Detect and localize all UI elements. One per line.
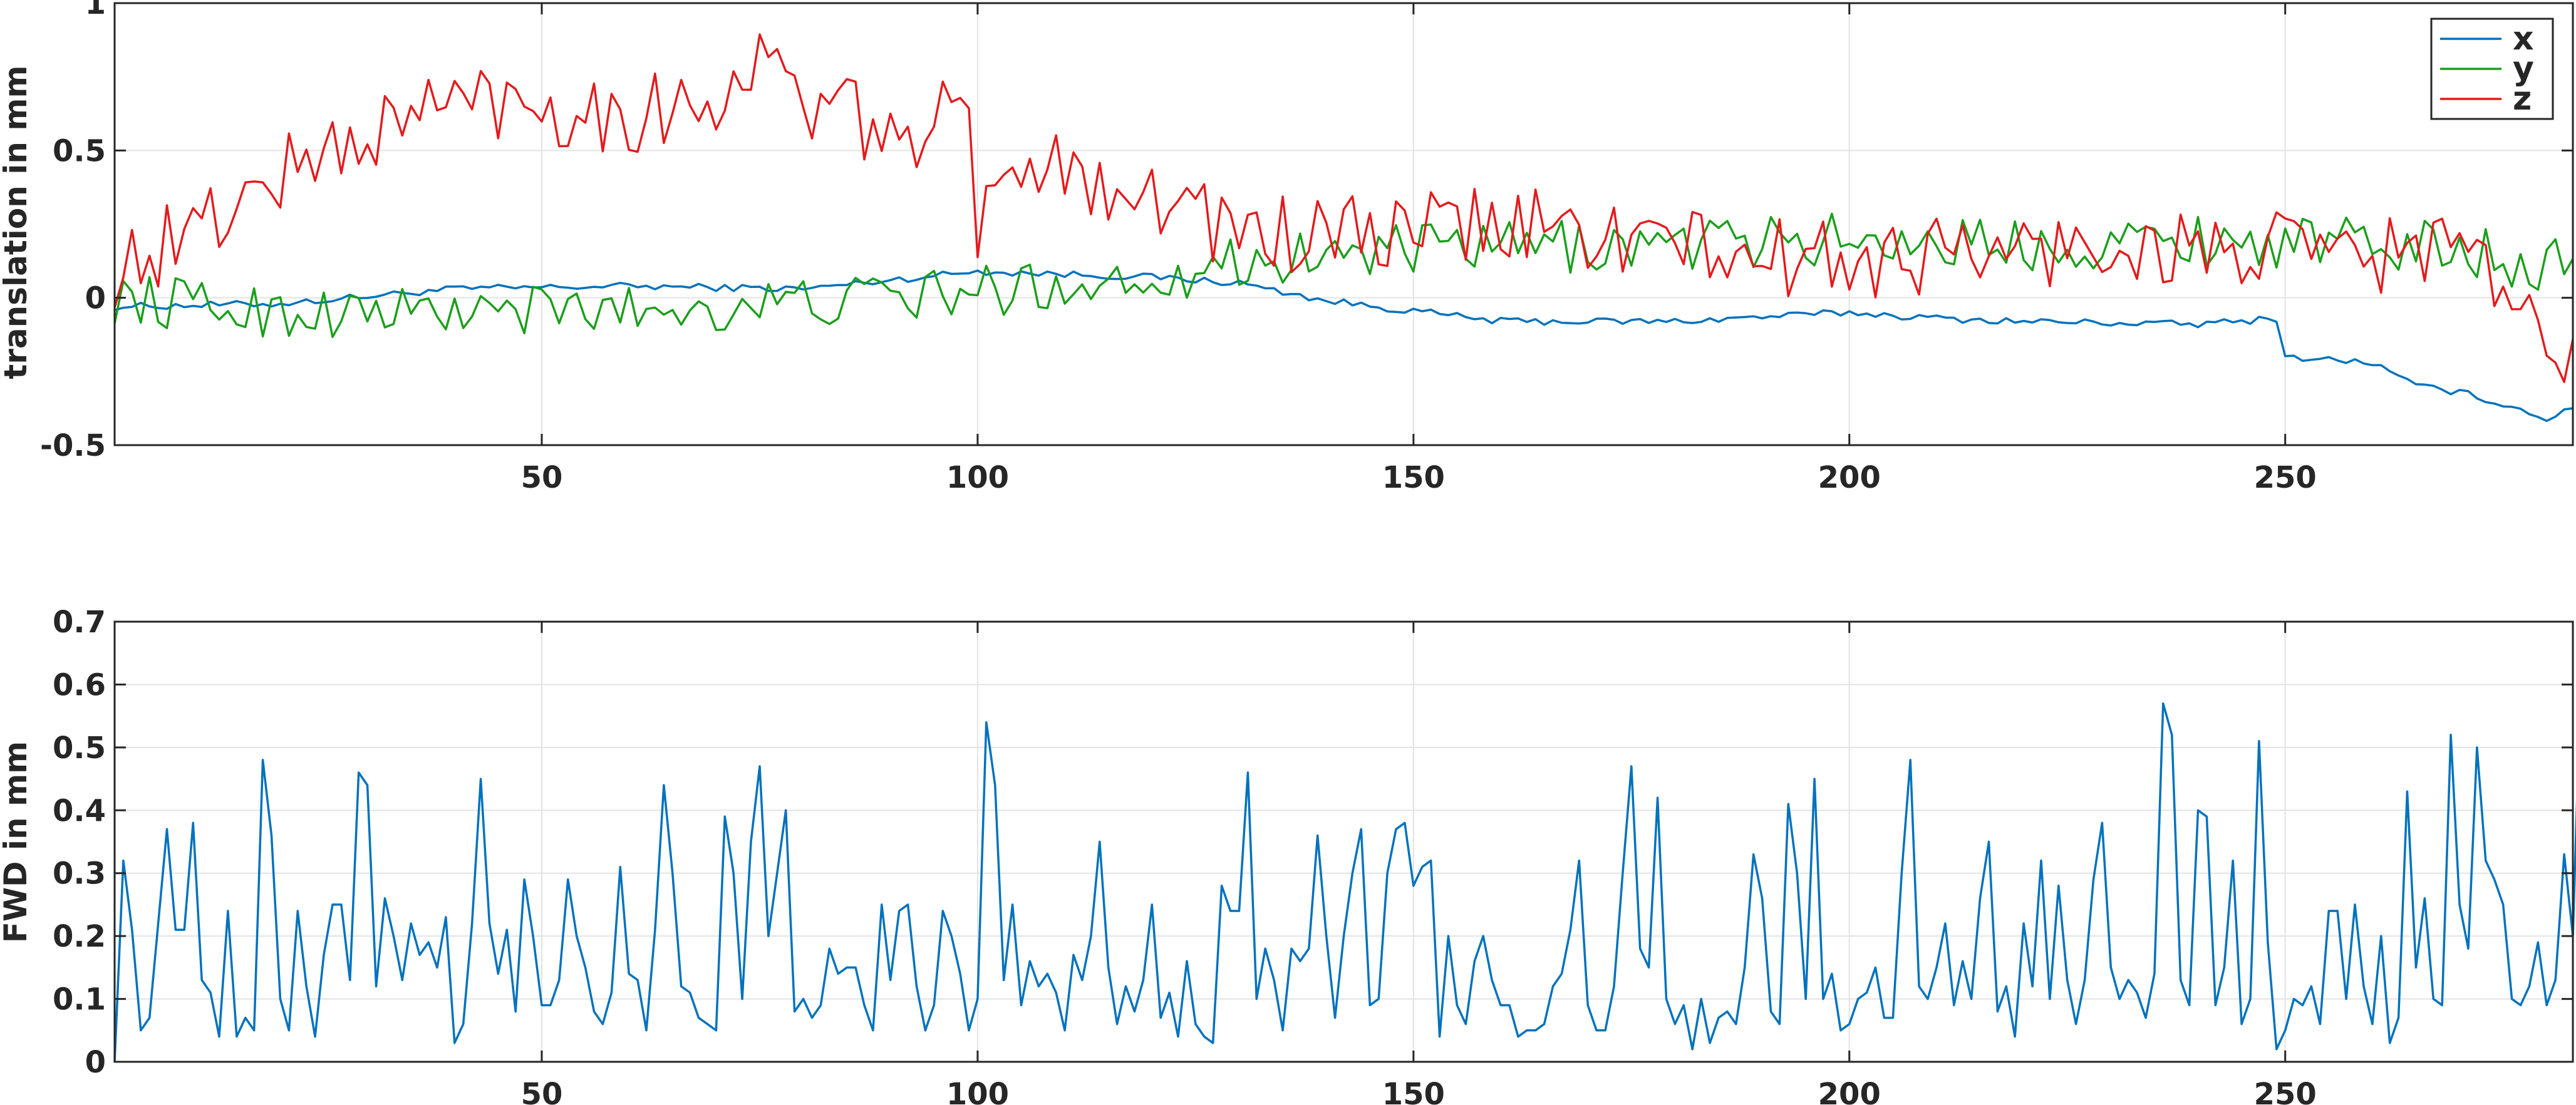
translation-panel: translation in mm 50 100 150 200 250 -0.5 0 0.5… <box>0 0 2574 495</box>
fwd-series-fwd-line <box>113 702 2576 1062</box>
translation-x-tick-label: 50 <box>521 460 563 495</box>
translation-x-tick-label: 100 <box>946 460 1009 495</box>
fwd-x-tick-label: 150 <box>1382 1077 1445 1105</box>
translation-y-tick-label: 0.5 <box>53 133 106 168</box>
translation-x-tick-label: 150 <box>1382 460 1445 495</box>
translation-y-tick-label: -0.5 <box>40 428 106 463</box>
translation-x-tick-label: 250 <box>2254 460 2317 495</box>
fwd-y-axis-label: FWD in mm <box>0 741 34 943</box>
fwd-panel: FWD in mm 50 100 150 200 250 0 0.1 0.2 0.3 0.4 0.5… <box>0 605 2576 1105</box>
translation-y-tick-label: 1 <box>85 0 106 21</box>
fwd-x-tick-label: 200 <box>1818 1077 1881 1105</box>
translation-axes-box <box>113 2 2574 446</box>
translation-series-y-line <box>113 212 2574 338</box>
legend-label-z: z <box>2513 80 2532 118</box>
fwd-y-tick-label: 0.4 <box>53 793 106 828</box>
fwd-x-tick-label: 250 <box>2254 1077 2317 1105</box>
legend: xyz <box>2430 18 2554 120</box>
fwd-y-tick-label: 0.3 <box>53 856 106 892</box>
fwd-x-tick-label: 100 <box>946 1077 1009 1105</box>
translation-series-z-line <box>113 33 2574 383</box>
legend-label-y: y <box>2513 50 2534 88</box>
fwd-y-tick-label: 0.7 <box>53 605 106 640</box>
fwd-y-tick-label: 0 <box>85 1045 106 1080</box>
translation-y-axis-label: translation in mm <box>0 65 34 379</box>
legend-label-x: x <box>2513 20 2534 58</box>
fwd-axes-box <box>113 620 2574 1063</box>
fwd-x-tick-label: 50 <box>521 1077 563 1105</box>
translation-x-tick-label: 200 <box>1818 460 1881 495</box>
translation-y-tick-label: 0 <box>85 281 106 316</box>
fwd-y-tick-label: 0.5 <box>53 731 106 766</box>
translation-series-x-line <box>114 269 2573 423</box>
fwd-y-tick-label: 0.2 <box>53 919 106 954</box>
fwd-y-tick-label: 0.1 <box>53 982 106 1017</box>
fwd-y-tick-label: 0.6 <box>53 667 106 702</box>
